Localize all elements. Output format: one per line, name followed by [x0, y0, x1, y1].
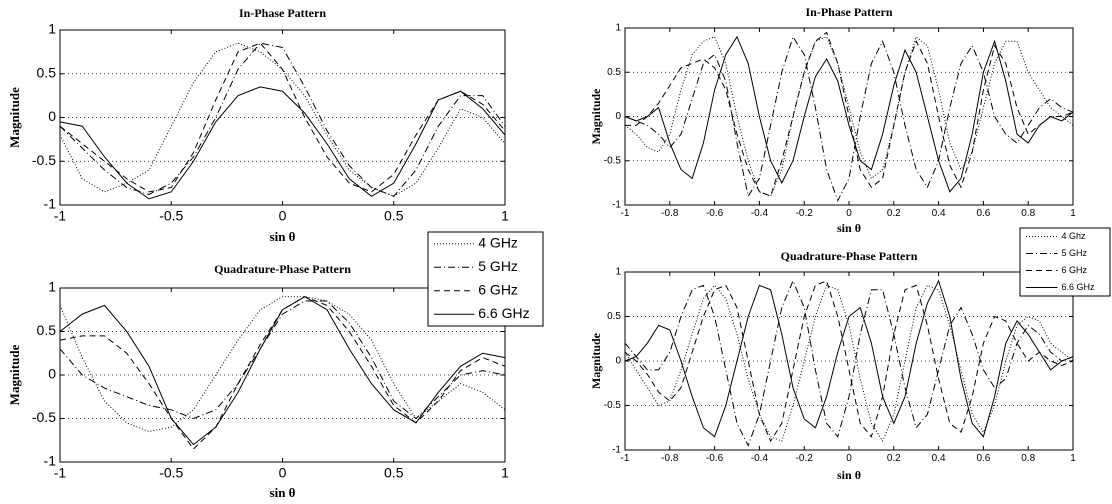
chart-title: Quadrature-Phase Pattern — [781, 249, 918, 263]
y-tick-label: 0 — [48, 108, 56, 124]
legend-label: 6 GHz — [1062, 265, 1088, 275]
y-tick-label: 0 — [615, 111, 621, 122]
legend-label: 4 Ghz — [1062, 231, 1087, 241]
series-line — [59, 42, 506, 197]
x-tick-label: -0.2 — [796, 453, 814, 464]
legend-label: 6.6 GHz — [1062, 282, 1096, 292]
x-tick-label: -0.4 — [751, 208, 769, 219]
series-line — [624, 280, 1074, 443]
y-tick-label: -0.5 — [604, 155, 622, 166]
y-axis-label: Magnitude — [7, 87, 22, 148]
y-tick-label: -0.5 — [32, 409, 56, 425]
legend-box — [427, 231, 544, 327]
x-tick-label: -0.6 — [706, 453, 724, 464]
x-tick-label: 0.6 — [976, 453, 990, 464]
x-tick-label: 0.6 — [976, 208, 990, 219]
x-tick-label: 0 — [279, 208, 287, 224]
x-tick-label: -0.6 — [706, 208, 724, 219]
series-line — [624, 284, 1074, 443]
x-tick-label: 0 — [846, 453, 852, 464]
y-tick-label: -0.5 — [32, 152, 56, 168]
plot-frame — [624, 271, 1074, 451]
x-tick-label: 1 — [1070, 208, 1076, 219]
series-line — [59, 86, 506, 200]
x-tick-label: 1 — [501, 465, 509, 481]
x-tick-label: 0.5 — [384, 208, 404, 224]
series-line — [59, 42, 506, 193]
x-tick-label: -0.8 — [661, 453, 679, 464]
y-axis-label: Magnitude — [7, 344, 22, 405]
x-tick-label: -1 — [54, 465, 67, 481]
y-tick-label: -1 — [44, 196, 57, 212]
chart-title: Quadrature-Phase Pattern — [214, 262, 351, 276]
y-tick-label: -1 — [612, 200, 621, 211]
x-tick-label: -1 — [621, 208, 630, 219]
legend-label: 5 GHz — [1062, 248, 1088, 258]
y-tick-label: -1 — [44, 453, 57, 469]
x-tick-label: -1 — [54, 208, 67, 224]
y-tick-label: -1 — [612, 445, 621, 456]
series-line — [59, 300, 506, 420]
chart-title: In-Phase Pattern — [806, 5, 893, 19]
y-tick-label: 1 — [615, 267, 621, 278]
legend-label: 4 GHz — [478, 234, 518, 250]
x-tick-label: -0.5 — [159, 465, 183, 481]
series-line — [625, 31, 1074, 197]
x-tick-label: 0.8 — [1021, 453, 1035, 464]
x-tick-label: -0.2 — [796, 208, 814, 219]
x-tick-label: 0 — [846, 208, 852, 219]
x-tick-label: -0.5 — [159, 208, 183, 224]
legend-label: 6 GHz — [478, 281, 518, 297]
x-tick-label: -1 — [621, 453, 630, 464]
y-axis-label: Magnitude — [589, 88, 603, 145]
chart-title: In-Phase Pattern — [239, 6, 326, 20]
plot-frame — [624, 27, 1074, 206]
y-tick-label: 0 — [615, 356, 621, 367]
x-tick-label: 0.8 — [1021, 208, 1035, 219]
x-axis-label: sin θ — [837, 468, 861, 482]
legend-box — [1019, 227, 1111, 297]
x-tick-label: 0.4 — [932, 453, 946, 464]
series-line — [59, 296, 506, 450]
y-tick-label: 0.5 — [607, 67, 621, 78]
x-axis-label: sin θ — [837, 221, 861, 235]
y-axis-label: Magnitude — [589, 332, 603, 389]
y-tick-label: 1 — [48, 279, 56, 295]
y-tick-label: 0.5 — [37, 64, 57, 80]
x-axis-label: sin θ — [270, 229, 296, 244]
series-line — [59, 296, 506, 433]
y-tick-label: 0.5 — [607, 311, 621, 322]
y-tick-label: 1 — [615, 23, 621, 34]
y-tick-label: -0.5 — [604, 400, 622, 411]
x-tick-label: 1 — [501, 208, 509, 224]
x-tick-label: 0.4 — [932, 208, 946, 219]
series-line — [624, 279, 1074, 438]
x-tick-label: 0.5 — [384, 465, 404, 481]
x-tick-label: 0.2 — [887, 453, 901, 464]
y-tick-label: 0.5 — [37, 322, 57, 338]
legend-label: 6.6 GHz — [478, 305, 529, 321]
x-tick-label: -0.4 — [751, 453, 769, 464]
y-tick-label: 0 — [48, 366, 56, 382]
plot-area — [60, 30, 505, 205]
plot-frame — [59, 29, 506, 206]
x-tick-label: 0.2 — [887, 208, 901, 219]
x-tick-label: 1 — [1070, 453, 1076, 464]
x-axis-label: sin θ — [270, 485, 296, 500]
legend-label: 5 GHz — [478, 258, 518, 274]
x-tick-label: 0 — [279, 465, 287, 481]
y-tick-label: 1 — [48, 21, 56, 37]
series-line — [59, 296, 506, 446]
plot-frame — [59, 287, 506, 463]
x-tick-label: -0.8 — [661, 208, 679, 219]
series-line — [624, 35, 1074, 193]
series-line — [624, 279, 1074, 447]
